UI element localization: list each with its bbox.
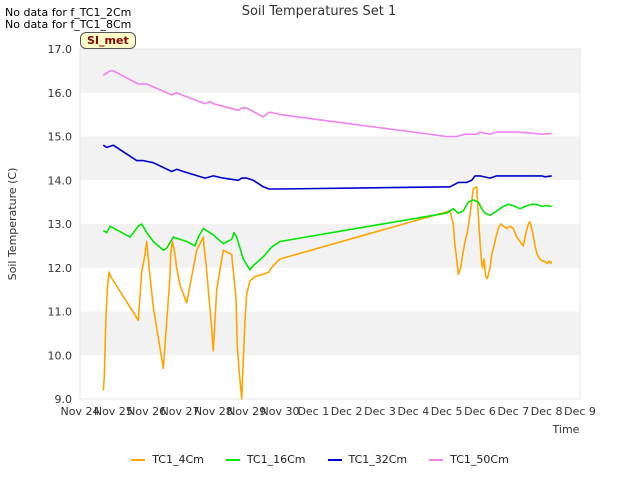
no-data-note-8cm: No data for f_TC1_8Cm bbox=[5, 18, 132, 31]
y-tick-label: 17.0 bbox=[48, 43, 73, 56]
x-tick-label: Nov 29 bbox=[227, 405, 266, 418]
legend-item-tc1_4cm: TC1_4Cm bbox=[131, 453, 204, 466]
y-axis-label: Soil Temperature (C) bbox=[6, 168, 19, 281]
legend-label: TC1_16Cm bbox=[246, 453, 306, 466]
series-line-tc1_50cm bbox=[102, 70, 552, 138]
legend-item-tc1_50cm: TC1_50Cm bbox=[429, 453, 509, 466]
x-tick-label: Nov 28 bbox=[194, 405, 233, 418]
series-line-tc1_16cm bbox=[102, 199, 552, 271]
legend-label: TC1_50Cm bbox=[450, 453, 509, 466]
grid-band bbox=[80, 355, 580, 399]
grid-band bbox=[80, 136, 580, 181]
y-tick-label: 10.0 bbox=[48, 349, 73, 362]
legend-swatch bbox=[131, 458, 146, 461]
y-tick-label: 12.0 bbox=[48, 262, 73, 275]
x-axis-label: Time bbox=[552, 423, 580, 436]
grid-band bbox=[80, 224, 580, 268]
x-tick-label: Dec 6 bbox=[464, 405, 496, 418]
x-tick-label: Dec 1 bbox=[297, 405, 329, 418]
series-line-tc1_4cm bbox=[102, 186, 553, 400]
legend-swatch bbox=[327, 458, 342, 461]
grid-band bbox=[80, 267, 580, 312]
series-line-tc1_32cm bbox=[102, 144, 552, 190]
x-tick-label: Dec 2 bbox=[331, 405, 363, 418]
x-tick-label: Dec 3 bbox=[364, 405, 396, 418]
y-tick-label: 13.0 bbox=[48, 218, 73, 231]
x-tick-label: Nov 25 bbox=[94, 405, 133, 418]
y-tick-label: 16.0 bbox=[48, 87, 73, 100]
x-tick-label: Nov 26 bbox=[127, 405, 166, 418]
legend-item-tc1_16cm: TC1_16Cm bbox=[225, 453, 306, 466]
grid-band bbox=[80, 180, 580, 224]
y-tick-label: 9.0 bbox=[55, 393, 73, 406]
legend-label: TC1_4Cm bbox=[152, 453, 204, 466]
legend-item-tc1_32cm: TC1_32Cm bbox=[327, 453, 408, 466]
no-data-note-2cm: No data for f_TC1_2Cm bbox=[5, 6, 132, 19]
x-tick-label: Dec 5 bbox=[431, 405, 463, 418]
site-badge[interactable]: SI_met bbox=[80, 32, 136, 49]
grid-band bbox=[80, 92, 580, 137]
legend: TC1_4Cm TC1_16Cm TC1_32Cm TC1_50Cm bbox=[0, 453, 640, 466]
chart-title: Soil Temperatures Set 1 bbox=[242, 4, 397, 19]
grid-band bbox=[80, 311, 580, 356]
grid-band bbox=[80, 49, 580, 93]
legend-swatch bbox=[429, 458, 444, 461]
x-tick-label: Dec 7 bbox=[497, 405, 529, 418]
x-tick-label: Dec 4 bbox=[397, 405, 429, 418]
legend-label: TC1_32Cm bbox=[348, 453, 408, 466]
y-tick-label: 11.0 bbox=[48, 306, 73, 319]
y-axis-ticks: 9.0 10.0 11.0 12.0 13.0 14.0 15.0 16.0 17.0 bbox=[48, 43, 73, 406]
y-tick-label: 15.0 bbox=[48, 131, 73, 144]
x-tick-label: Dec 9 bbox=[564, 405, 596, 418]
series-lines bbox=[102, 70, 553, 400]
x-tick-label: Dec 8 bbox=[531, 405, 563, 418]
plot-frame bbox=[79, 48, 581, 400]
y-tick-label: 14.0 bbox=[48, 174, 73, 187]
x-tick-label: Nov 27 bbox=[161, 405, 200, 418]
x-tick-label: Nov 24 bbox=[61, 405, 100, 418]
x-tick-label: Nov 30 bbox=[261, 405, 300, 418]
plot-background bbox=[79, 48, 581, 400]
legend-swatch bbox=[225, 458, 240, 461]
